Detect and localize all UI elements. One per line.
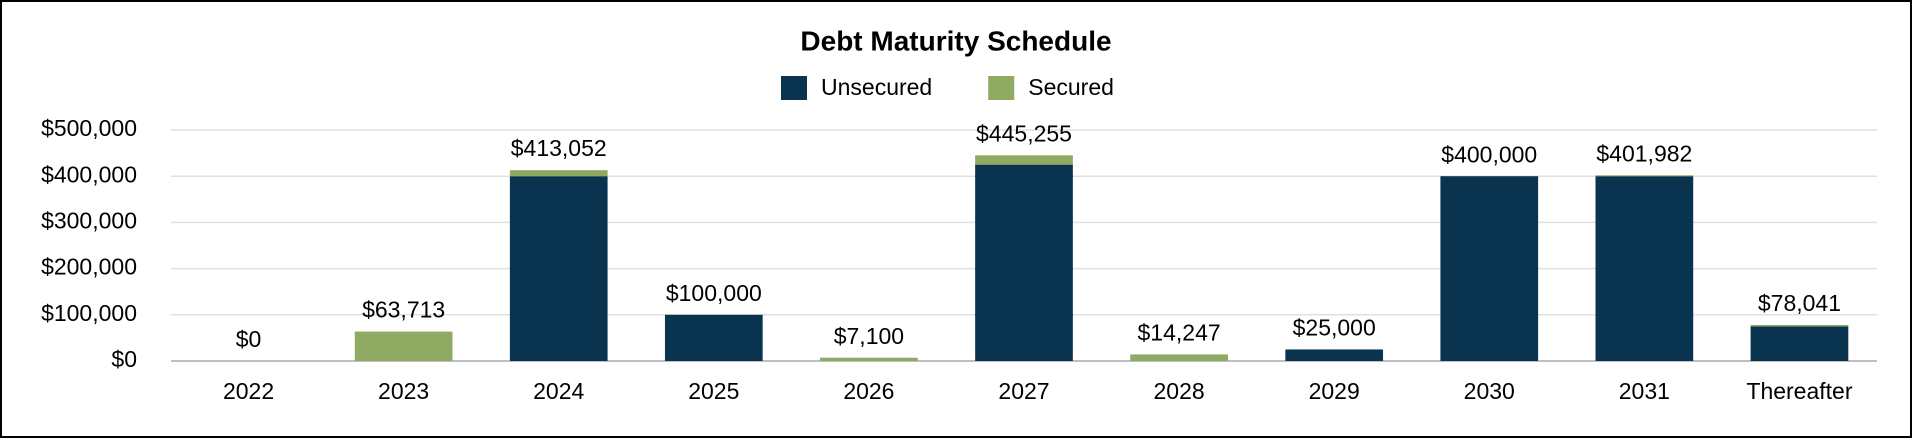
bar-segment — [354, 331, 453, 361]
total-label: $25,000 — [1293, 315, 1376, 341]
bar-segment — [1440, 176, 1539, 361]
bar-segment — [1750, 324, 1849, 327]
x-tick-label: Thereafter — [1746, 378, 1852, 404]
x-tick-label: 2024 — [533, 378, 584, 404]
x-tick-label: 2028 — [1154, 378, 1205, 404]
bar-segment — [820, 357, 918, 361]
bar-segment — [975, 164, 1073, 361]
total-label: $445,255 — [976, 120, 1072, 146]
y-tick-label: $300,000 — [41, 207, 137, 233]
y-tick-label: $200,000 — [41, 254, 137, 280]
bar-segment — [975, 155, 1073, 165]
x-tick-label: 2027 — [998, 378, 1049, 404]
total-label: $7,100 — [834, 323, 904, 349]
x-tick-label: 2026 — [843, 378, 894, 404]
bar-segment — [509, 176, 608, 361]
x-tick-label: 2029 — [1309, 378, 1360, 404]
chart-title: Debt Maturity Schedule — [800, 25, 1111, 56]
y-tick-label: $0 — [111, 346, 137, 372]
y-tick-label: $400,000 — [41, 161, 137, 187]
total-label: $14,247 — [1138, 319, 1221, 345]
bar-segment — [1130, 354, 1228, 361]
legend-label: Secured — [1028, 74, 1114, 100]
bar-segment — [1595, 176, 1694, 361]
bar-segment — [1750, 326, 1849, 361]
bar-segment — [509, 170, 608, 177]
x-tick-label: 2031 — [1619, 378, 1670, 404]
total-label: $413,052 — [511, 135, 607, 161]
y-tick-label: $100,000 — [41, 300, 137, 326]
total-label: $100,000 — [666, 280, 762, 306]
total-label: $0 — [236, 326, 262, 352]
x-tick-label: 2023 — [378, 378, 429, 404]
legend-label: Unsecured — [821, 74, 932, 100]
bar-segment — [1595, 175, 1694, 177]
bar-segment — [664, 314, 763, 361]
y-tick-label: $500,000 — [41, 115, 137, 141]
legend-swatch — [781, 76, 807, 100]
total-label: $78,041 — [1758, 290, 1841, 316]
total-label: $401,982 — [1596, 140, 1692, 166]
x-tick-label: 2030 — [1464, 378, 1515, 404]
x-tick-label: 2025 — [688, 378, 739, 404]
bar-segment — [1285, 349, 1384, 361]
legend-swatch — [988, 76, 1015, 100]
total-label: $63,713 — [362, 297, 445, 323]
x-tick-label: 2022 — [223, 378, 274, 404]
total-label: $400,000 — [1441, 141, 1537, 167]
